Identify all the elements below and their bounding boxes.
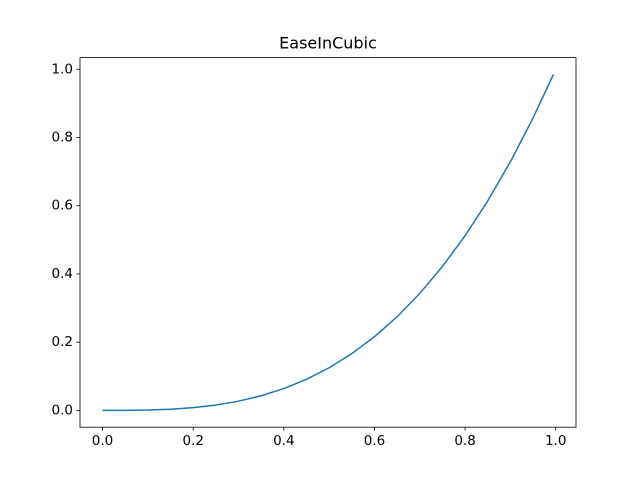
axes-frame	[79, 57, 577, 428]
x-tick-label: 0.6	[364, 433, 385, 449]
y-tick-label: 0.8	[52, 130, 73, 146]
y-tick-label: 0.2	[52, 334, 73, 350]
y-tick-label: 0.0	[52, 402, 73, 418]
line	[102, 74, 555, 412]
y-tick-label: 1.0	[52, 61, 73, 77]
y-tick-label: 0.4	[52, 266, 73, 282]
x-tick-label: 0.4	[273, 433, 294, 449]
chart-title: EaseInCubic	[279, 34, 377, 53]
x-tick-label: 0.2	[182, 433, 203, 449]
x-tick-label: 1.0	[545, 433, 566, 449]
x-tick-label: 0.8	[454, 433, 475, 449]
x-tick-label: 0.0	[92, 433, 113, 449]
y-tick-label: 0.6	[52, 198, 73, 214]
